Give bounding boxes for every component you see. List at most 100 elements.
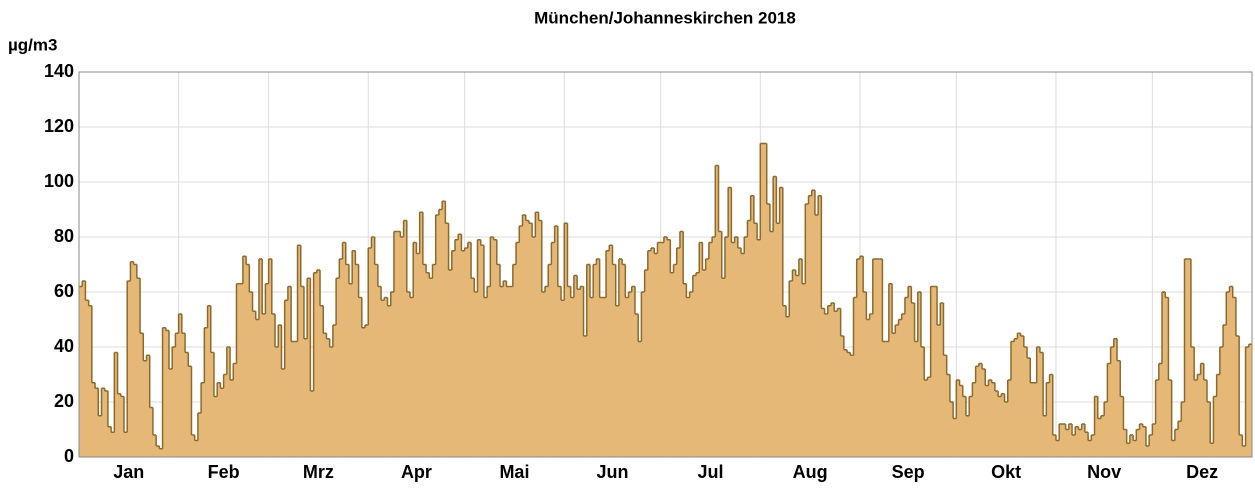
bar xyxy=(766,204,771,457)
bar xyxy=(448,270,453,457)
bar xyxy=(503,281,507,457)
bar xyxy=(847,352,851,457)
bar xyxy=(1055,440,1060,457)
bar xyxy=(927,377,932,457)
bar xyxy=(724,237,729,457)
bar xyxy=(426,272,430,457)
bar xyxy=(458,234,462,457)
bar xyxy=(207,305,212,457)
bar xyxy=(744,237,748,457)
bar xyxy=(313,272,318,457)
bar xyxy=(387,305,392,457)
bar xyxy=(988,380,993,457)
bar xyxy=(291,341,295,457)
bar xyxy=(467,242,472,457)
bar xyxy=(872,259,877,457)
bar xyxy=(1027,358,1031,457)
bar xyxy=(593,264,597,457)
bar xyxy=(769,231,774,457)
y-axis-label: µg/m3 xyxy=(8,35,57,54)
bar xyxy=(265,283,270,457)
bar xyxy=(1216,374,1221,457)
bar xyxy=(1187,259,1192,457)
bar xyxy=(859,256,864,457)
bar xyxy=(1194,380,1198,457)
bar xyxy=(786,316,790,457)
bar xyxy=(917,292,922,457)
bar xyxy=(856,259,861,457)
bar xyxy=(956,380,960,457)
bar xyxy=(1004,402,1009,457)
bar xyxy=(1007,380,1012,457)
bar xyxy=(451,250,456,457)
x-tick-label: Aug xyxy=(793,462,828,482)
bar xyxy=(88,305,93,457)
bar xyxy=(975,366,980,457)
bar xyxy=(429,278,433,457)
x-tick-label: Mai xyxy=(499,462,529,482)
bar xyxy=(252,311,257,457)
bar xyxy=(406,292,411,457)
bar xyxy=(117,393,122,457)
bar xyxy=(403,220,408,457)
bar xyxy=(242,256,247,457)
bar xyxy=(172,347,176,457)
bar xyxy=(949,402,954,457)
bar xyxy=(657,242,662,457)
bar xyxy=(615,305,620,457)
bar xyxy=(326,338,331,457)
bar xyxy=(634,314,639,457)
bar xyxy=(888,283,893,457)
x-tick-label: Feb xyxy=(208,462,240,482)
bar xyxy=(1107,363,1111,457)
bar xyxy=(85,300,90,457)
bar xyxy=(962,396,967,457)
bar xyxy=(1065,429,1070,457)
bar xyxy=(1036,347,1041,457)
bar xyxy=(1139,424,1144,457)
bar xyxy=(165,330,170,457)
bar xyxy=(381,300,385,457)
bar xyxy=(1152,424,1156,457)
x-tick-label: Okt xyxy=(991,462,1021,482)
bar xyxy=(946,374,951,457)
bar xyxy=(422,264,427,457)
bar xyxy=(419,212,424,457)
bar xyxy=(525,220,530,457)
bar xyxy=(178,314,183,457)
bar xyxy=(509,286,514,457)
chart-title: München/Johanneskirchen 2018 xyxy=(534,8,796,27)
bar xyxy=(1171,440,1176,457)
bar xyxy=(438,209,443,457)
bar xyxy=(1052,435,1057,457)
bar xyxy=(991,382,996,457)
bar xyxy=(365,325,369,457)
bar xyxy=(1210,443,1214,457)
bar xyxy=(445,223,449,457)
bar xyxy=(885,341,890,457)
bar xyxy=(1245,347,1250,457)
bar xyxy=(400,237,404,457)
bar xyxy=(647,250,652,457)
bar xyxy=(760,143,764,457)
bar xyxy=(130,261,135,457)
bar xyxy=(477,239,482,457)
bar xyxy=(258,259,263,457)
bar xyxy=(618,259,623,457)
bar xyxy=(413,242,417,457)
bar xyxy=(323,333,327,457)
bar xyxy=(994,391,999,457)
bar xyxy=(114,352,118,457)
bar xyxy=(152,435,157,457)
bar xyxy=(1184,259,1189,457)
bar xyxy=(1174,429,1179,457)
bar xyxy=(596,259,601,457)
bar xyxy=(146,355,151,457)
bar xyxy=(914,341,919,457)
bar xyxy=(564,223,568,457)
x-tick-label: Apr xyxy=(401,462,432,482)
bar xyxy=(863,292,867,457)
bar xyxy=(223,374,228,457)
